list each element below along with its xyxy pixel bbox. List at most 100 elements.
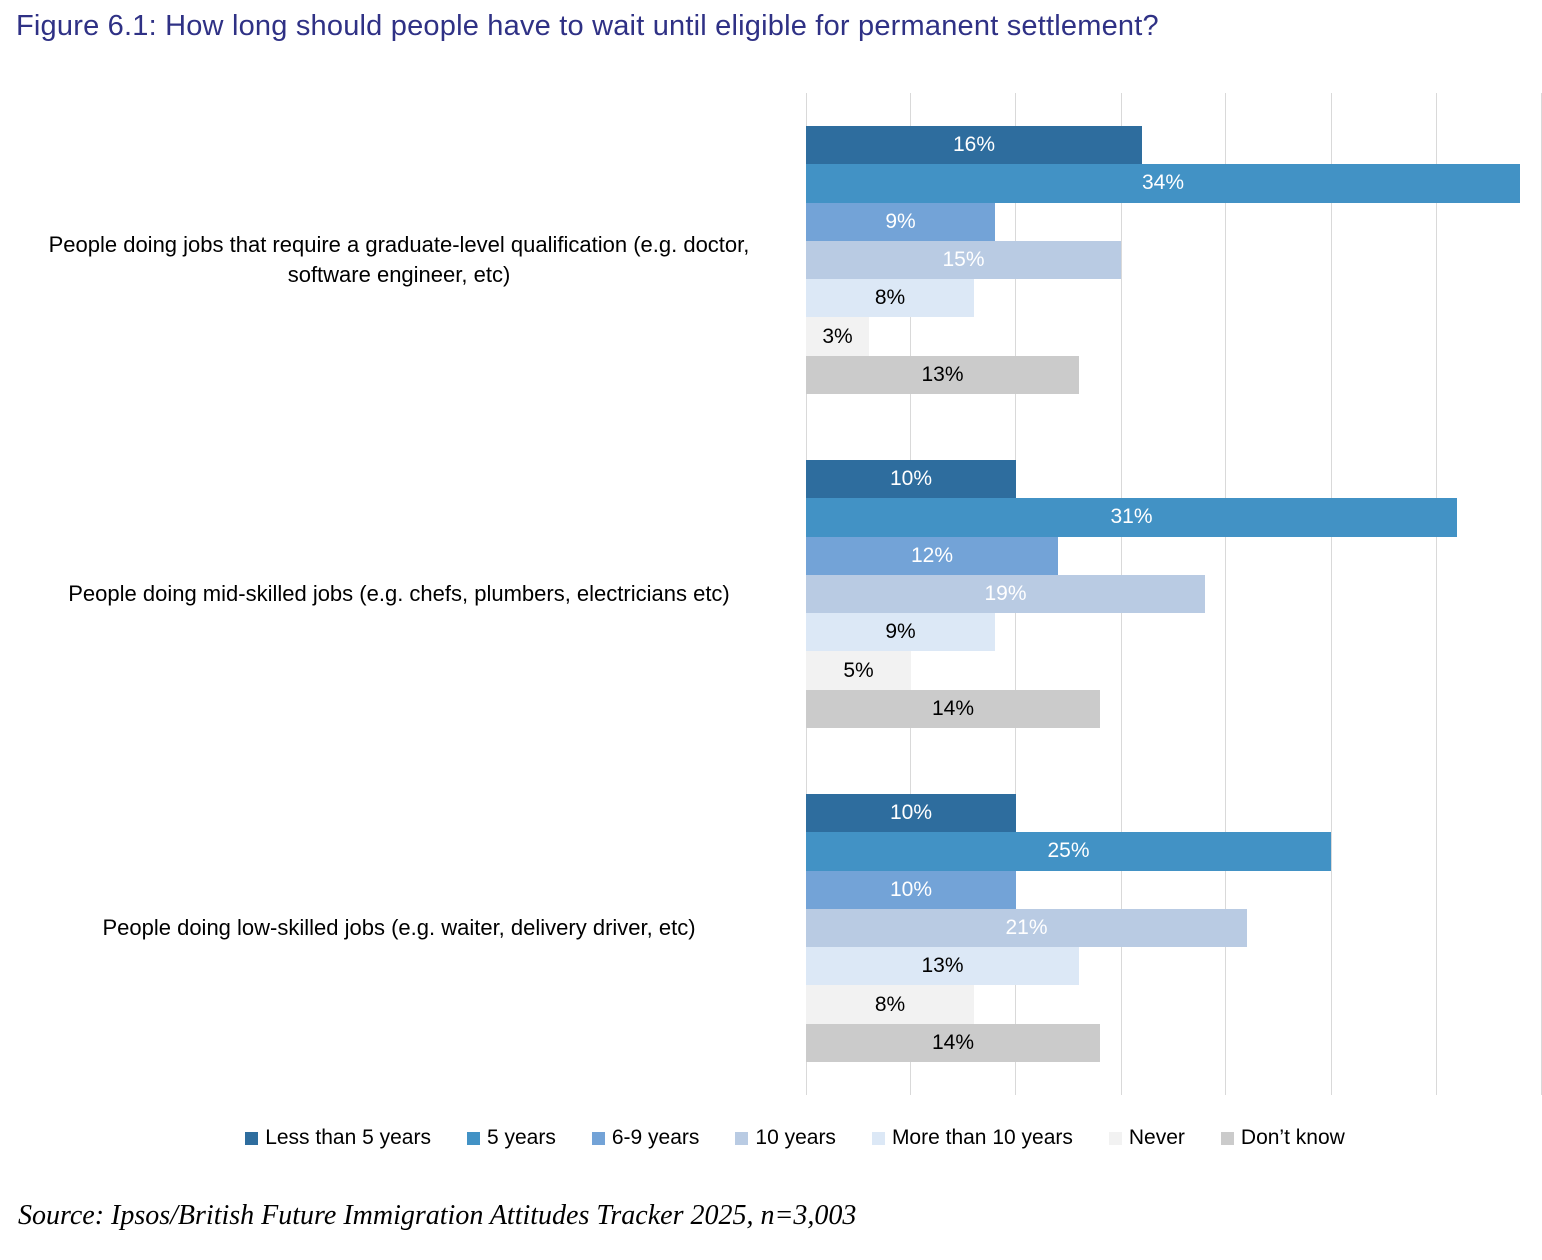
bar-value-label: 5% <box>843 658 874 682</box>
bar-10-years: 21% <box>806 908 1247 948</box>
bar-chart: People doing jobs that require a graduat… <box>0 93 1542 1095</box>
bar-row: 21% <box>806 908 1541 948</box>
bar-value-label: 3% <box>822 324 853 348</box>
bar-value-label: 13% <box>921 362 964 386</box>
bar-value-label: 8% <box>874 286 906 310</box>
bar-value-label: 34% <box>1141 171 1185 195</box>
legend-swatch-icon <box>1108 1131 1122 1145</box>
legend-swatch-icon <box>466 1131 480 1145</box>
bar-10-years: 19% <box>806 574 1205 614</box>
bar-value-label: 19% <box>984 581 1027 605</box>
bar-row: 13% <box>806 355 1541 394</box>
bar-10-years: 15% <box>806 240 1121 280</box>
bar-value-label: 31% <box>1110 505 1153 529</box>
bar-row: 15% <box>806 240 1541 280</box>
legend-label: 5 years <box>486 1126 556 1149</box>
bar-5-years: 25% <box>806 832 1331 871</box>
bar-row: 16% <box>806 126 1541 165</box>
bar-don-t-know: 14% <box>806 689 1100 728</box>
bar-value-label: 9% <box>885 209 916 233</box>
gridline <box>1435 93 1437 1095</box>
bar-more-than-10-years: 9% <box>806 613 995 652</box>
bar-don-t-know: 14% <box>806 1023 1100 1062</box>
bar-row: 13% <box>806 947 1541 986</box>
category-bars: 16% 34% 9% 15% 8% 3% 13% <box>806 126 1541 394</box>
bar-don-t-know: 13% <box>806 355 1079 394</box>
category-bars: 10% 25% 10% 21% 13% 8% 14% <box>806 794 1541 1062</box>
category-label: People doing low-skilled jobs (e.g. wait… <box>102 915 696 940</box>
bar-value-label: 9% <box>885 620 916 644</box>
legend-item: 10 years <box>735 1126 836 1150</box>
bar-value-label: 15% <box>942 247 985 271</box>
legend-swatch-icon <box>735 1131 749 1145</box>
bar-never: 5% <box>806 651 911 690</box>
category-row: People doing low-skilled jobs (e.g. wait… <box>0 761 1541 1095</box>
bar-row: 8% <box>806 279 1541 318</box>
legend-item: More than 10 years <box>871 1126 1073 1150</box>
legend-item: 6-9 years <box>591 1126 700 1150</box>
gridline <box>1330 93 1332 1095</box>
legend-item: Don’t know <box>1220 1126 1345 1150</box>
legend-swatch-icon <box>245 1131 259 1145</box>
bar-row: 9% <box>806 613 1541 652</box>
legend: Less than 5 years 5 years 6-9 years 10 year… <box>120 1126 1470 1150</box>
bar-more-than-10-years: 13% <box>806 947 1079 986</box>
bar-5-years: 31% <box>806 498 1457 537</box>
bar-value-label: 25% <box>1047 839 1090 863</box>
bar-row: 8% <box>806 985 1541 1024</box>
figure-title: Figure 6.1: How long should people have … <box>16 10 1159 42</box>
bar-row: 12% <box>806 536 1541 575</box>
bar-less-than-5-years: 10% <box>806 794 1016 833</box>
bar-row: 14% <box>806 1023 1541 1062</box>
bar-6-9-years: 10% <box>806 870 1016 909</box>
category-row: People doing jobs that require a graduat… <box>0 93 1541 427</box>
bar-row: 34% <box>806 164 1541 203</box>
bar-row: 10% <box>806 794 1541 833</box>
category-bars: 10% 31% 12% 19% 9% 5% 14% <box>806 460 1541 728</box>
bar-row: 14% <box>806 689 1541 728</box>
category-label: People doing jobs that require a graduat… <box>48 232 750 287</box>
bar-row: 25% <box>806 832 1541 871</box>
bar-value-label: 13% <box>921 954 964 978</box>
category-row: People doing mid-skilled jobs (e.g. chef… <box>0 427 1541 761</box>
legend-label: Less than 5 years <box>265 1126 431 1149</box>
bar-5-years: 34% <box>806 164 1520 203</box>
legend-item: Less than 5 years <box>245 1126 431 1150</box>
bar-6-9-years: 12% <box>806 536 1058 575</box>
gridline <box>1540 93 1542 1095</box>
legend-swatch-icon <box>1220 1131 1234 1145</box>
legend-label: More than 10 years <box>891 1126 1073 1149</box>
legend-item: 5 years <box>466 1126 556 1150</box>
source-note: Source: Ipsos/British Future Immigration… <box>18 1200 857 1231</box>
bar-value-label: 10% <box>889 467 933 491</box>
bar-row: 9% <box>806 202 1541 241</box>
category-label: People doing mid-skilled jobs (e.g. chef… <box>68 581 730 606</box>
bar-never: 8% <box>806 985 974 1024</box>
bar-less-than-5-years: 10% <box>806 460 1016 499</box>
bar-value-label: 14% <box>931 696 975 720</box>
bar-never: 3% <box>806 317 869 356</box>
bar-value-label: 21% <box>1005 915 1048 939</box>
legend-label: 10 years <box>755 1126 836 1149</box>
bar-less-than-5-years: 16% <box>806 126 1142 165</box>
bar-row: 3% <box>806 317 1541 356</box>
bar-row: 19% <box>806 574 1541 614</box>
bar-more-than-10-years: 8% <box>806 279 974 318</box>
bar-row: 5% <box>806 651 1541 690</box>
bar-row: 10% <box>806 460 1541 499</box>
legend-swatch-icon <box>591 1131 605 1145</box>
legend-item: Never <box>1108 1126 1185 1150</box>
legend-label: 6-9 years <box>611 1126 700 1149</box>
bar-value-label: 8% <box>874 992 906 1016</box>
chart-rows: People doing jobs that require a graduat… <box>0 93 1541 1095</box>
bar-value-label: 10% <box>889 801 933 825</box>
gridline <box>1225 93 1227 1095</box>
bar-value-label: 16% <box>952 133 996 157</box>
legend-label: Never <box>1128 1126 1185 1149</box>
bar-row: 10% <box>806 870 1541 909</box>
legend-swatch-icon <box>871 1131 885 1145</box>
bar-row: 31% <box>806 498 1541 537</box>
bar-value-label: 12% <box>910 543 954 567</box>
bar-6-9-years: 9% <box>806 202 995 241</box>
legend-label: Don’t know <box>1240 1126 1345 1149</box>
